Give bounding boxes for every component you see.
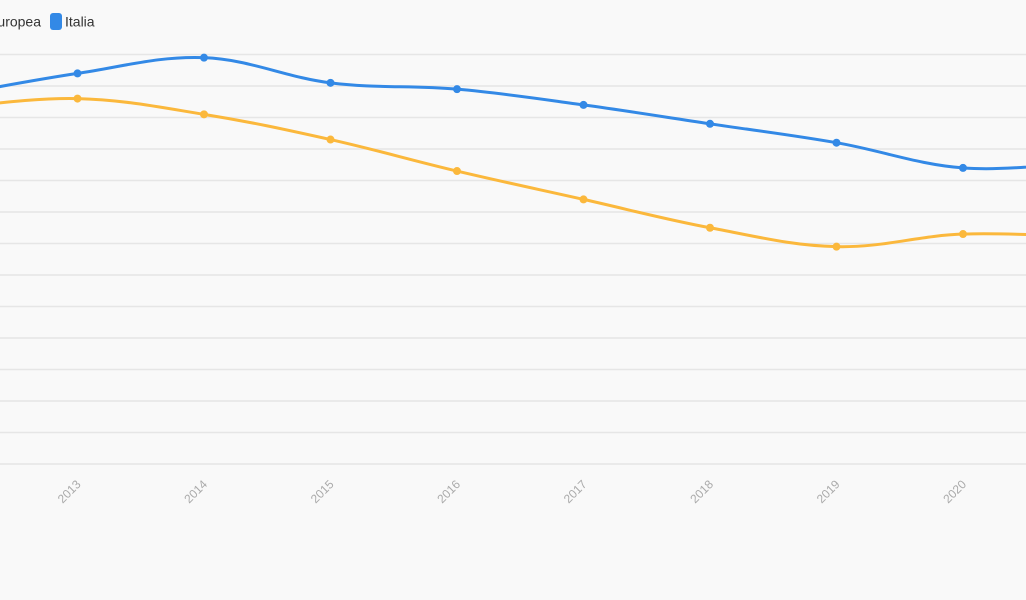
x-tick-label-2015: 2015 xyxy=(308,477,337,506)
data-point-unione-europea-2014[interactable] xyxy=(200,110,208,119)
data-point-italia-2017[interactable] xyxy=(579,100,588,109)
data-point-unione-europea-2018[interactable] xyxy=(706,223,714,232)
legend-label-italia[interactable]: Italia xyxy=(65,14,95,30)
data-points xyxy=(73,53,967,251)
x-tick-label-2013: 2013 xyxy=(55,477,84,506)
data-point-unione-europea-2017[interactable] xyxy=(579,195,588,204)
legend-swatch-italia[interactable] xyxy=(50,13,62,30)
x-tick-label-2016: 2016 xyxy=(434,477,463,506)
data-point-italia-2020[interactable] xyxy=(959,163,967,172)
data-point-unione-europea-2015[interactable] xyxy=(326,135,335,144)
x-tick-label-2014: 2014 xyxy=(181,477,210,506)
data-point-unione-europea-2019[interactable] xyxy=(832,242,841,251)
legend-label-unione-europea[interactable]: uropea xyxy=(0,14,41,30)
grid-lines xyxy=(0,53,1026,465)
series-line-italia xyxy=(0,55,1026,171)
data-point-italia-2014[interactable] xyxy=(200,53,208,62)
x-axis-tick-labels: 2012201320142015201620172018201920202021 xyxy=(55,477,970,506)
legend: uropea Italia xyxy=(0,13,95,30)
data-point-italia-2016[interactable] xyxy=(453,85,461,94)
data-point-unione-europea-2013[interactable] xyxy=(73,94,82,103)
x-tick-label-2017: 2017 xyxy=(561,477,590,506)
x-tick-label-2020: 2020 xyxy=(940,477,969,506)
data-point-italia-2015[interactable] xyxy=(326,78,335,87)
data-point-italia-2018[interactable] xyxy=(706,119,714,128)
x-tick-label-2019: 2019 xyxy=(814,477,843,506)
series-line-unione-europea xyxy=(0,97,1026,249)
data-point-italia-2013[interactable] xyxy=(73,69,82,78)
data-point-unione-europea-2020[interactable] xyxy=(959,230,967,239)
data-point-unione-europea-2016[interactable] xyxy=(453,167,461,176)
x-tick-label-2018: 2018 xyxy=(687,477,716,506)
series-group xyxy=(0,55,1026,249)
data-point-italia-2019[interactable] xyxy=(832,138,841,147)
